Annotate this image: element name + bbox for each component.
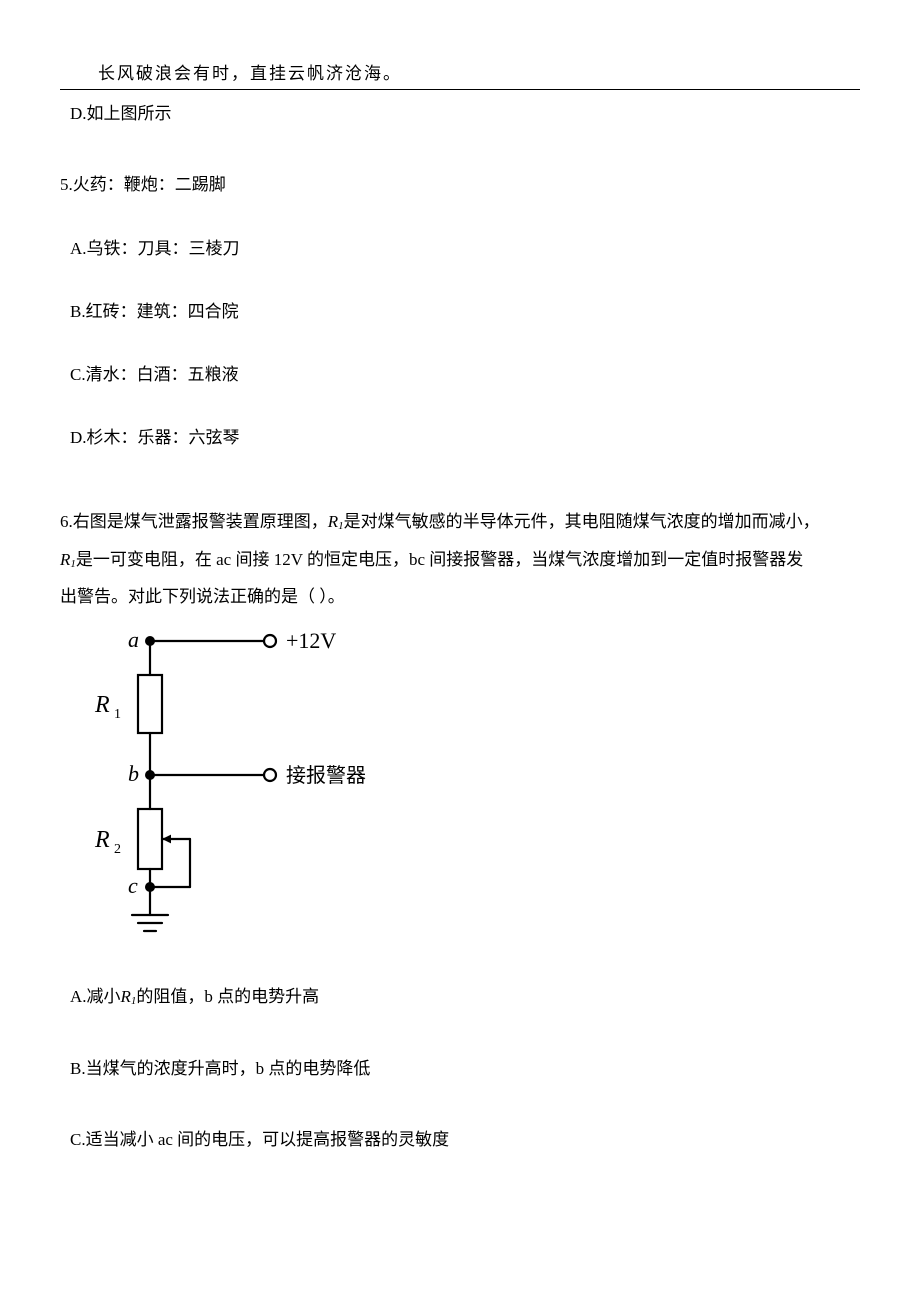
svg-text:R: R <box>94 827 110 853</box>
svg-text:b: b <box>128 761 139 786</box>
q6-stem-line3: 出警告。对此下列说法正确的是（ ）。 <box>60 587 345 606</box>
svg-text:a: a <box>128 627 139 652</box>
q5-option-b: B.红砖：建筑：四合院 <box>70 298 860 325</box>
svg-text:c: c <box>128 873 138 898</box>
q6-option-a: A.减小R1的阻值，b 点的电势升高 <box>70 983 860 1011</box>
header-rule <box>60 89 860 90</box>
q5-stem: 5.火药：鞭炮：二踢脚 <box>60 171 860 198</box>
svg-text:1: 1 <box>114 707 121 722</box>
q5-option-a: A.乌铁：刀具：三棱刀 <box>70 235 860 262</box>
r-symbol-2: R <box>60 550 70 569</box>
q6-optA-a: A.减小 <box>70 987 121 1006</box>
q5-option-c: C.清水：白酒：五粮液 <box>70 361 860 388</box>
q6-R1-inline: R1 <box>328 512 344 531</box>
q6-optA-R1: R1 <box>121 987 137 1006</box>
q6-option-c: C.适当减小 ac 间的电压，可以提高报警器的灵敏度 <box>70 1126 860 1153</box>
q6-optA-b: 的阻值，b 点的电势升高 <box>136 987 319 1006</box>
q6-stem-line1b: 是对煤气敏感的半导体元件，其电阻随煤气浓度的增加而减小， <box>344 512 820 531</box>
q6-stem-line2: 是一可变电阻，在 ac 间接 12V 的恒定电压，bc 间接报警器，当煤气浓度增… <box>76 550 803 569</box>
r-symbol: R <box>328 512 338 531</box>
svg-text:R: R <box>94 692 110 718</box>
q6-R1-inline-2: R1 <box>60 550 76 569</box>
svg-text:接报警器: 接报警器 <box>286 764 366 787</box>
svg-text:+12V: +12V <box>286 628 336 653</box>
q6-stem-line1a: 6.右图是煤气泄露报警装置原理图， <box>60 512 328 531</box>
q6-option-b: B.当煤气的浓度升高时，b 点的电势降低 <box>70 1055 860 1082</box>
header-quote: 长风破浪会有时，直挂云帆济沧海。 <box>98 60 860 87</box>
q6-stem: 6.右图是煤气泄露报警装置原理图，R1是对煤气敏感的半导体元件，其电阻随煤气浓度… <box>60 503 860 615</box>
q5-option-d: D.杉木：乐器：六弦琴 <box>70 424 860 451</box>
q4-option-d: D.如上图所示 <box>70 100 860 127</box>
circuit-diagram: a+12VR1b接报警器R2c <box>80 625 860 945</box>
svg-text:2: 2 <box>114 842 121 857</box>
r-symbol-3: R <box>121 987 131 1006</box>
